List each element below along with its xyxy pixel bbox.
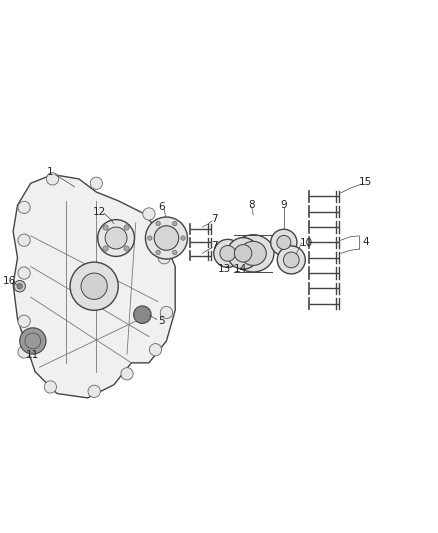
Circle shape	[158, 252, 170, 264]
Circle shape	[220, 246, 236, 261]
Circle shape	[70, 262, 118, 310]
Text: 7: 7	[211, 214, 218, 224]
Text: 16: 16	[3, 276, 16, 286]
Circle shape	[124, 246, 129, 251]
Circle shape	[121, 368, 133, 380]
Circle shape	[277, 246, 305, 274]
Circle shape	[18, 267, 30, 279]
Circle shape	[156, 221, 160, 226]
Circle shape	[18, 201, 30, 214]
Circle shape	[81, 273, 107, 300]
Circle shape	[46, 173, 59, 185]
Circle shape	[14, 280, 25, 292]
Text: 15: 15	[359, 177, 372, 188]
Circle shape	[154, 226, 179, 251]
Circle shape	[105, 227, 127, 249]
Ellipse shape	[240, 241, 266, 265]
Text: 1: 1	[47, 167, 54, 177]
Circle shape	[124, 225, 129, 230]
Circle shape	[18, 315, 30, 327]
Circle shape	[103, 246, 108, 251]
Text: 14: 14	[233, 264, 247, 274]
Circle shape	[88, 385, 100, 398]
Circle shape	[227, 238, 259, 269]
Circle shape	[17, 284, 22, 289]
Text: 10: 10	[300, 238, 313, 248]
Text: 5: 5	[158, 316, 165, 326]
Circle shape	[18, 346, 30, 358]
Circle shape	[148, 236, 152, 240]
Circle shape	[98, 220, 134, 256]
Circle shape	[234, 245, 252, 262]
Circle shape	[277, 236, 291, 249]
Circle shape	[20, 328, 46, 354]
Circle shape	[271, 229, 297, 255]
Circle shape	[173, 221, 177, 226]
Text: 6: 6	[159, 203, 166, 212]
Circle shape	[143, 208, 155, 220]
Circle shape	[173, 251, 177, 255]
Text: 9: 9	[280, 200, 287, 210]
Circle shape	[145, 217, 187, 259]
Text: 8: 8	[248, 200, 255, 210]
Polygon shape	[13, 174, 175, 398]
Circle shape	[160, 306, 173, 319]
Circle shape	[214, 239, 242, 268]
Circle shape	[44, 381, 57, 393]
Ellipse shape	[232, 235, 274, 272]
Text: 4: 4	[362, 237, 369, 247]
Circle shape	[134, 306, 151, 324]
Text: 12: 12	[93, 207, 106, 217]
Text: 11: 11	[25, 350, 39, 360]
Circle shape	[149, 344, 162, 356]
Circle shape	[90, 177, 102, 189]
Circle shape	[156, 251, 160, 255]
Circle shape	[181, 236, 185, 240]
Text: 7: 7	[211, 241, 218, 252]
Circle shape	[18, 234, 30, 246]
Circle shape	[283, 252, 299, 268]
Circle shape	[103, 225, 108, 230]
Text: 13: 13	[218, 264, 231, 274]
